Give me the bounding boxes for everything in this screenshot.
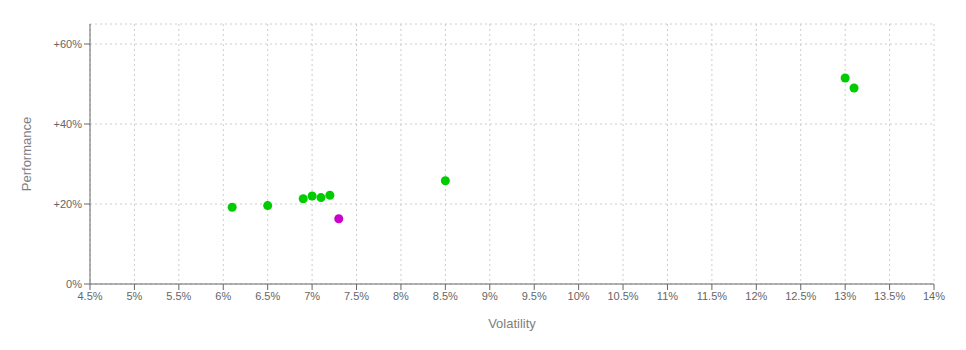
svg-text:5%: 5%	[126, 290, 142, 302]
svg-text:7%: 7%	[304, 290, 320, 302]
svg-text:Performance: Performance	[19, 117, 34, 191]
svg-text:13%: 13%	[834, 290, 856, 302]
svg-text:9%: 9%	[482, 290, 498, 302]
svg-text:13.5%: 13.5%	[874, 290, 905, 302]
svg-text:6.5%: 6.5%	[255, 290, 280, 302]
svg-text:11%: 11%	[657, 290, 678, 302]
svg-text:8.5%: 8.5%	[433, 290, 458, 302]
svg-text:11.5%: 11.5%	[697, 290, 728, 302]
svg-text:9.5%: 9.5%	[522, 290, 547, 302]
svg-text:8%: 8%	[393, 290, 409, 302]
svg-text:6%: 6%	[215, 290, 231, 302]
svg-text:0%: 0%	[66, 278, 82, 290]
svg-text:Volatility: Volatility	[488, 316, 536, 331]
svg-text:4.5%: 4.5%	[77, 290, 102, 302]
svg-text:12.5%: 12.5%	[785, 290, 816, 302]
svg-text:5.5%: 5.5%	[166, 290, 191, 302]
svg-text:+40%: +40%	[54, 118, 83, 130]
svg-text:14%: 14%	[923, 290, 945, 302]
svg-text:+20%: +20%	[54, 198, 83, 210]
svg-text:+60%: +60%	[54, 38, 83, 50]
svg-text:10.5%: 10.5%	[607, 290, 638, 302]
svg-text:7.5%: 7.5%	[344, 290, 369, 302]
svg-text:12%: 12%	[745, 290, 767, 302]
svg-text:10%: 10%	[568, 290, 590, 302]
